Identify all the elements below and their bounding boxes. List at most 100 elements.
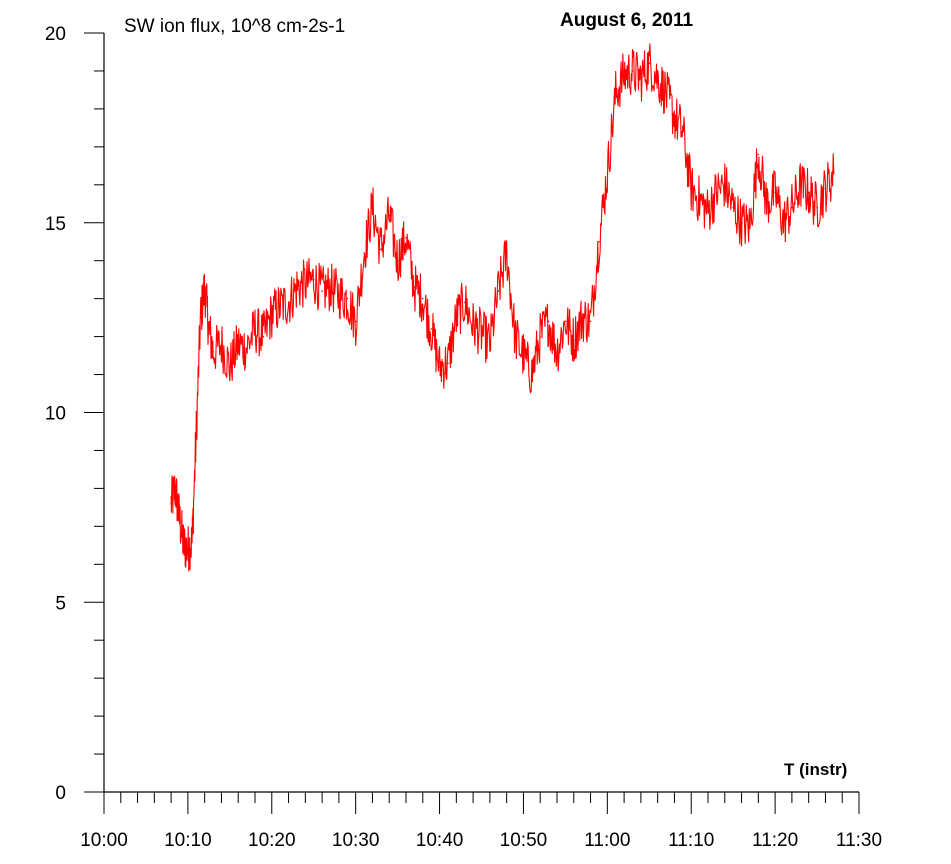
data-point — [354, 320, 357, 323]
data-point — [254, 328, 256, 330]
data-point — [237, 343, 239, 346]
chart-title: August 6, 2011 — [560, 10, 693, 31]
y-tick-label: 5 — [55, 593, 66, 614]
data-point — [396, 259, 399, 262]
data-point — [505, 252, 508, 254]
data-point — [715, 191, 718, 194]
data-point — [447, 362, 449, 365]
data-point — [229, 366, 231, 368]
data-point — [757, 153, 760, 156]
data-point — [287, 301, 290, 304]
data-point — [791, 206, 793, 209]
x-tick-label: 11:20 — [752, 830, 798, 851]
y-tick-label: 15 — [45, 214, 66, 235]
data-point — [199, 316, 202, 319]
data-point — [463, 301, 466, 304]
data-point — [665, 92, 667, 95]
data-point — [329, 286, 332, 289]
data-point — [363, 252, 365, 254]
data-point — [191, 540, 193, 543]
data-point — [346, 297, 349, 300]
data-point — [581, 316, 583, 319]
data-point — [413, 286, 416, 289]
data-point — [799, 184, 802, 186]
data-point — [522, 354, 525, 357]
data-point — [371, 206, 374, 209]
data-point — [220, 343, 223, 346]
data-point — [187, 548, 189, 550]
data-point — [338, 294, 340, 296]
data-point — [631, 70, 634, 72]
data-point — [312, 278, 315, 281]
data-point — [271, 313, 273, 315]
y-axis-label: SW ion flux, 10^8 cm-2s-1 — [124, 16, 345, 37]
data-point — [531, 373, 533, 376]
x-tick-label: 10:10 — [164, 830, 212, 851]
data-point — [749, 225, 751, 228]
axes: 0 5 10 15 20 10:00 10:10 10:20 10:30 10:40 10:50 11… — [45, 24, 882, 851]
data-point — [170, 502, 172, 505]
y-tick-label: 0 — [55, 783, 66, 804]
data-point — [824, 187, 827, 190]
data-point — [182, 544, 185, 547]
data-point — [178, 518, 181, 520]
data-point — [472, 324, 474, 327]
data-point — [212, 351, 214, 353]
data-point — [623, 73, 625, 76]
data-point — [732, 206, 734, 209]
data-point — [438, 366, 441, 368]
x-tick-label: 11:10 — [668, 830, 714, 851]
data-point — [321, 290, 323, 292]
y-tick-label: 20 — [45, 24, 66, 45]
data-point — [656, 77, 659, 80]
x-tick-label: 10:40 — [416, 830, 464, 851]
data-point — [422, 297, 424, 300]
data-point — [262, 335, 265, 338]
labels: SW ion flux, 10^8 cm-2s-1 August 6, 2011… — [124, 10, 847, 779]
data-point — [296, 286, 298, 289]
data-point — [690, 187, 692, 190]
data-point — [547, 320, 550, 323]
data-point — [556, 351, 558, 353]
data-point — [707, 210, 709, 213]
y-tick-label: 10 — [45, 404, 66, 425]
data-point — [245, 347, 248, 349]
data-point — [614, 92, 617, 95]
data-point — [564, 320, 567, 323]
data-point — [304, 282, 307, 285]
data-point — [598, 240, 600, 243]
data-point — [174, 487, 177, 490]
data-point — [765, 203, 768, 205]
data-point — [606, 172, 609, 175]
x-tick-label: 11:00 — [584, 830, 630, 851]
data-point — [573, 339, 575, 342]
data-point — [539, 335, 541, 338]
data-point — [514, 335, 516, 338]
x-tick-label: 11:30 — [836, 830, 882, 851]
x-tick-label: 10:30 — [332, 830, 380, 851]
data-point — [648, 62, 651, 65]
data-point — [807, 191, 810, 194]
data-point — [195, 430, 198, 433]
series-line — [170, 43, 835, 572]
data-point — [816, 206, 818, 209]
data-point — [724, 184, 726, 186]
data-point — [480, 332, 483, 334]
data-point — [497, 290, 500, 292]
data-point — [279, 305, 282, 308]
data-point — [203, 286, 206, 289]
data-point — [782, 222, 785, 224]
data-point — [455, 316, 458, 319]
data-point — [380, 248, 382, 251]
data-point — [388, 214, 391, 216]
plot-area — [170, 43, 835, 572]
data-point — [682, 130, 684, 133]
data-point — [740, 222, 743, 224]
x-tick-label: 10:20 — [248, 830, 296, 851]
data-point — [640, 77, 642, 80]
data-point — [833, 172, 835, 175]
data-point — [208, 328, 210, 330]
data-point — [698, 199, 701, 201]
data-point — [430, 328, 433, 330]
